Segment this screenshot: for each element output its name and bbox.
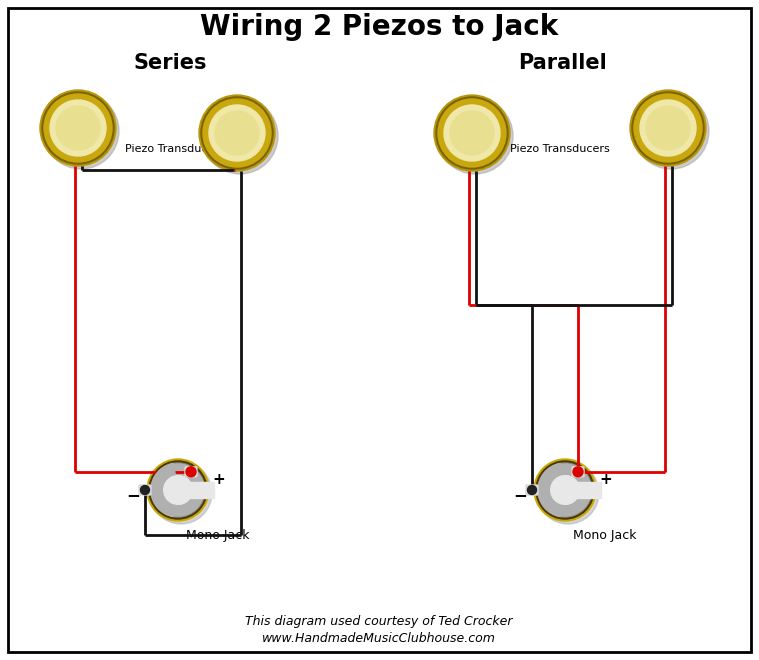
- Circle shape: [186, 467, 196, 477]
- Circle shape: [50, 100, 106, 156]
- FancyBboxPatch shape: [572, 467, 584, 477]
- Circle shape: [444, 105, 500, 161]
- Circle shape: [573, 467, 583, 477]
- Text: Parallel: Parallel: [518, 53, 607, 73]
- Circle shape: [164, 476, 192, 504]
- FancyBboxPatch shape: [139, 485, 151, 495]
- Circle shape: [140, 486, 150, 494]
- Circle shape: [149, 461, 207, 519]
- Circle shape: [537, 462, 599, 524]
- Text: −: −: [513, 486, 527, 504]
- Circle shape: [437, 98, 513, 174]
- Circle shape: [630, 90, 706, 166]
- Circle shape: [538, 463, 592, 517]
- Wedge shape: [164, 476, 192, 504]
- Text: Wiring 2 Piezos to Jack: Wiring 2 Piezos to Jack: [200, 13, 558, 41]
- Circle shape: [199, 95, 275, 171]
- Circle shape: [43, 93, 119, 169]
- Circle shape: [56, 106, 100, 150]
- Bar: [562, 482, 601, 498]
- Circle shape: [203, 99, 271, 167]
- Circle shape: [44, 94, 112, 162]
- Circle shape: [450, 111, 494, 155]
- Text: Mono Jack: Mono Jack: [573, 529, 637, 543]
- Text: +: +: [599, 473, 612, 488]
- Text: www.HandmadeMusicClubhouse.com: www.HandmadeMusicClubhouse.com: [262, 632, 496, 645]
- Bar: [175, 482, 214, 498]
- Circle shape: [436, 97, 508, 169]
- Circle shape: [209, 105, 265, 161]
- Circle shape: [539, 464, 591, 516]
- Circle shape: [551, 476, 579, 504]
- Text: Mono Jack: Mono Jack: [186, 529, 250, 543]
- Circle shape: [646, 106, 690, 150]
- Text: Piezo Transducers: Piezo Transducers: [510, 144, 609, 154]
- Circle shape: [528, 486, 537, 494]
- Circle shape: [633, 93, 709, 169]
- Wedge shape: [538, 463, 565, 517]
- Circle shape: [42, 92, 114, 164]
- Circle shape: [202, 98, 278, 174]
- Wedge shape: [551, 476, 579, 504]
- Text: +: +: [212, 473, 225, 488]
- Circle shape: [150, 462, 212, 524]
- Circle shape: [438, 99, 506, 167]
- Text: Series: Series: [134, 53, 206, 73]
- Text: This diagram used courtesy of Ted Crocker: This diagram used courtesy of Ted Crocke…: [245, 616, 513, 628]
- Circle shape: [151, 463, 205, 517]
- FancyBboxPatch shape: [185, 467, 197, 477]
- Circle shape: [634, 94, 702, 162]
- Circle shape: [147, 459, 209, 521]
- Circle shape: [534, 459, 596, 521]
- Circle shape: [152, 464, 204, 516]
- Text: −: −: [126, 486, 140, 504]
- Circle shape: [434, 95, 510, 171]
- FancyBboxPatch shape: [526, 485, 538, 495]
- Text: Piezo Transducers: Piezo Transducers: [125, 144, 225, 154]
- Wedge shape: [151, 463, 178, 517]
- Circle shape: [215, 111, 259, 155]
- Circle shape: [632, 92, 704, 164]
- Circle shape: [40, 90, 116, 166]
- Circle shape: [536, 461, 594, 519]
- Circle shape: [640, 100, 696, 156]
- Circle shape: [201, 97, 273, 169]
